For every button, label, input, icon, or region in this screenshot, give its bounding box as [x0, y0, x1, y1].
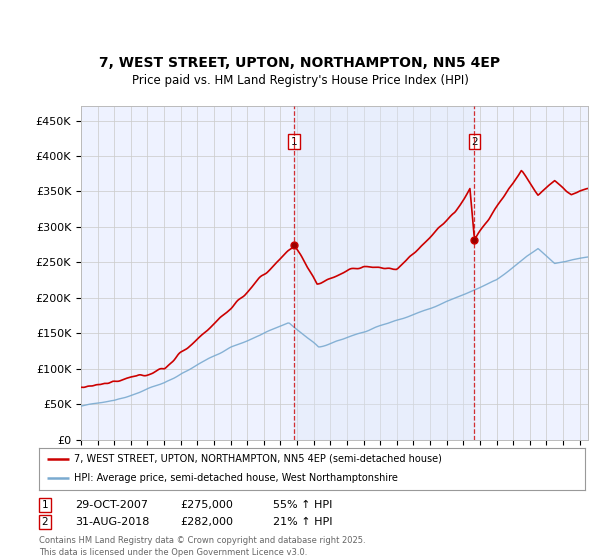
- Text: 1: 1: [291, 137, 298, 147]
- Text: 31-AUG-2018: 31-AUG-2018: [75, 517, 149, 527]
- Text: 7, WEST STREET, UPTON, NORTHAMPTON, NN5 4EP (semi-detached house): 7, WEST STREET, UPTON, NORTHAMPTON, NN5 …: [74, 454, 442, 464]
- Text: £275,000: £275,000: [180, 500, 233, 510]
- Bar: [294, 106, 475, 440]
- Text: £282,000: £282,000: [180, 517, 233, 527]
- Text: 29-OCT-2007: 29-OCT-2007: [75, 500, 148, 510]
- Text: HPI: Average price, semi-detached house, West Northamptonshire: HPI: Average price, semi-detached house,…: [74, 473, 398, 483]
- Text: 7, WEST STREET, UPTON, NORTHAMPTON, NN5 4EP: 7, WEST STREET, UPTON, NORTHAMPTON, NN5 …: [100, 56, 500, 70]
- Text: 2: 2: [41, 517, 49, 527]
- Text: 21% ↑ HPI: 21% ↑ HPI: [273, 517, 332, 527]
- Text: Price paid vs. HM Land Registry's House Price Index (HPI): Price paid vs. HM Land Registry's House …: [131, 74, 469, 87]
- Text: Contains HM Land Registry data © Crown copyright and database right 2025.
This d: Contains HM Land Registry data © Crown c…: [39, 536, 365, 557]
- Text: 55% ↑ HPI: 55% ↑ HPI: [273, 500, 332, 510]
- Text: 1: 1: [41, 500, 49, 510]
- Text: 2: 2: [471, 137, 478, 147]
